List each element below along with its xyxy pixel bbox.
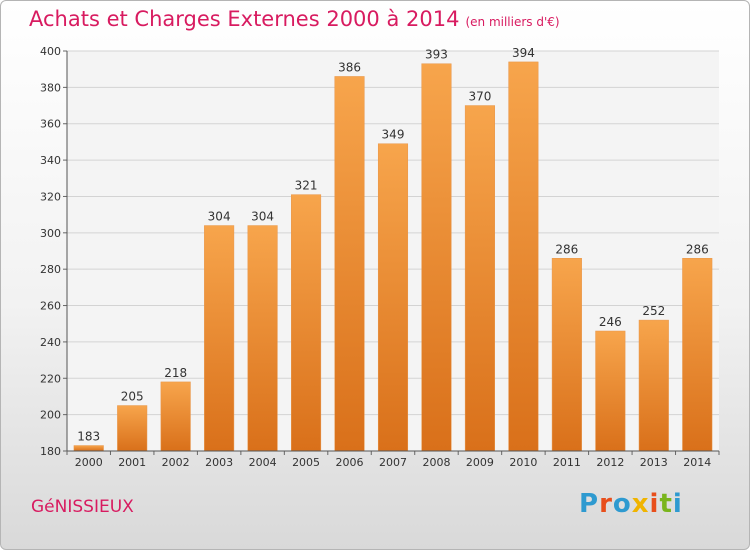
bar (204, 225, 235, 452)
bar-value-label: 304 (208, 210, 231, 224)
commune-name: GéNISSIEUX (31, 497, 134, 517)
y-tick-label: 400 (40, 45, 61, 58)
bar (464, 105, 495, 452)
y-tick-label: 320 (40, 190, 61, 203)
logo-letter: i (649, 489, 660, 519)
y-tick-label: 200 (40, 409, 61, 422)
x-tick-label: 2001 (118, 456, 146, 469)
y-tick-label: 280 (40, 263, 61, 276)
bar-value-label: 304 (251, 210, 274, 224)
y-tick-label: 360 (40, 118, 61, 131)
bar (508, 61, 539, 452)
bar (73, 445, 104, 452)
y-tick-label: 180 (40, 445, 61, 458)
x-tick-label: 2000 (75, 456, 103, 469)
logo-letter: t (659, 489, 673, 519)
y-tick-label: 220 (40, 372, 61, 385)
x-tick-label: 2014 (683, 456, 711, 469)
x-tick-label: 2002 (162, 456, 190, 469)
bar-value-label: 246 (599, 315, 622, 329)
bar (551, 258, 582, 452)
x-tick-label: 2011 (553, 456, 581, 469)
bar-value-label: 393 (425, 48, 448, 62)
bar-value-label: 218 (164, 366, 187, 380)
bar-value-label: 386 (338, 60, 361, 74)
bar (682, 258, 713, 452)
y-tick-label: 340 (40, 154, 61, 167)
bar-value-label: 252 (642, 304, 665, 318)
bar-value-label: 205 (121, 390, 144, 404)
bar-value-label: 183 (77, 430, 100, 444)
chart-subtitle: (en milliers d'€) (465, 15, 560, 29)
x-tick-label: 2006 (336, 456, 364, 469)
x-tick-label: 2003 (205, 456, 233, 469)
axes: 180 200 220 240 260 280 300 320 340 360 380 400 2000… (40, 45, 720, 469)
y-tick-label: 240 (40, 336, 61, 349)
x-tick-label: 2004 (249, 456, 277, 469)
logo-letter: r (599, 489, 613, 519)
logo-letter: i (672, 489, 683, 519)
x-tick-label: 2012 (596, 456, 624, 469)
bar (377, 143, 409, 452)
bar (117, 405, 148, 452)
logo-letter: o (612, 489, 632, 519)
logo-letter: x (631, 489, 650, 519)
x-tick-label: 2008 (422, 456, 450, 469)
bar (421, 63, 452, 452)
chart-title: Achats et Charges Externes 2000 à 2014 (e… (29, 7, 560, 31)
x-tick-label: 2010 (509, 456, 537, 469)
x-tick-label: 2013 (640, 456, 668, 469)
logo-letter: P (579, 489, 600, 519)
y-tick-label: 300 (40, 227, 61, 240)
bar (595, 330, 626, 452)
bar (638, 319, 669, 452)
bars: 183 205 218 304 304 321 386 349 393 370 394 286 246 2… (73, 46, 713, 452)
bar-value-label: 286 (686, 242, 709, 256)
bar-value-label: 394 (512, 46, 535, 60)
x-tick-label: 2005 (292, 456, 320, 469)
y-tick-label: 260 (40, 300, 61, 313)
bar (247, 225, 278, 452)
bar (291, 194, 322, 452)
proxiti-logo: Proxiti (579, 489, 683, 519)
bar-value-label: 286 (555, 242, 578, 256)
bar-value-label: 370 (468, 90, 491, 104)
x-tick-label: 2009 (466, 456, 494, 469)
bar (160, 381, 191, 452)
bar-value-label: 349 (382, 128, 405, 142)
bar-value-label: 321 (295, 179, 318, 193)
bar (334, 76, 365, 452)
y-tick-label: 380 (40, 81, 61, 94)
x-tick-label: 2007 (379, 456, 407, 469)
